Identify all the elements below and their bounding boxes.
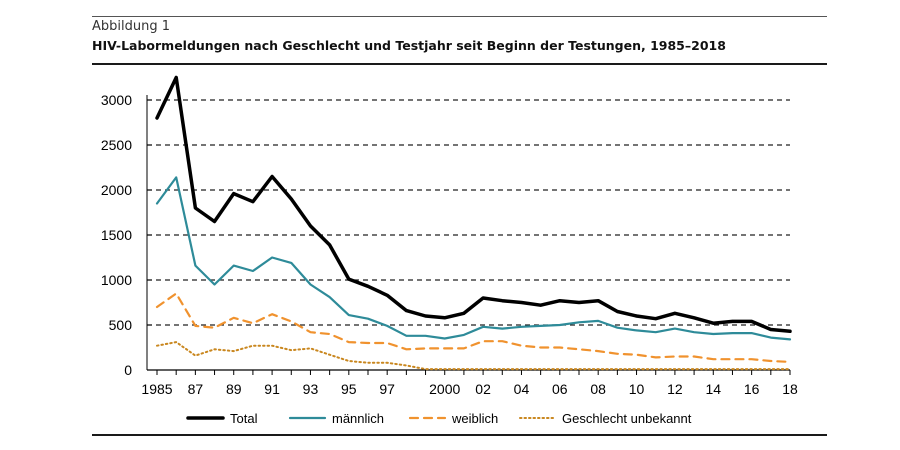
caption-top-rule [92, 16, 827, 17]
x-tick-label: 08 [590, 381, 606, 397]
x-tick-label: 87 [188, 381, 204, 397]
series-line-1 [155, 176, 792, 341]
x-tick-label: 02 [475, 381, 491, 397]
series-line-0 [155, 75, 792, 334]
y-tick-label: 2000 [101, 182, 132, 198]
y-tick-label: 2500 [101, 137, 132, 153]
y-tick-label: 0 [124, 362, 132, 378]
series-line-2 [155, 292, 792, 363]
x-tick-label: 18 [782, 381, 798, 397]
x-tick-label: 95 [341, 381, 357, 397]
y-tick-label: 500 [109, 317, 133, 333]
legend-label-0: Total [230, 411, 258, 426]
y-axis: 0 500 1000 1500 2000 2500 3000 [101, 92, 152, 378]
figure-label: Abbildung 1 [92, 19, 171, 34]
x-tick-label: 1985 [141, 381, 172, 397]
y-tick-label: 1500 [101, 227, 132, 243]
figure-bottom-rule [92, 434, 827, 436]
x-tick-label: 89 [226, 381, 242, 397]
legend-label-3: Geschlecht unbekannt [562, 411, 692, 426]
y-tick-label: 1000 [101, 272, 132, 288]
x-tick-label: 14 [705, 381, 721, 397]
gridlines [147, 99, 790, 326]
x-tick-label: 91 [264, 381, 280, 397]
legend-label-1: männlich [332, 411, 384, 426]
series-lines [155, 75, 792, 371]
x-axis: 1985 87 89 91 93 95 97 2000 02 04 06 08 10 12 14 16 18 [141, 369, 798, 397]
legend: Total männlich weiblich Geschlecht unbekann… [186, 411, 692, 426]
x-tick-label: 10 [629, 381, 645, 397]
x-tick-label: 06 [552, 381, 568, 397]
x-tick-label: 12 [667, 381, 683, 397]
x-tick-label: 04 [514, 381, 530, 397]
x-tick-label: 93 [303, 381, 319, 397]
x-tick-label: 97 [379, 381, 395, 397]
figure-title: HIV-Labormeldungen nach Geschlecht und T… [92, 38, 726, 53]
x-tick-label: 2000 [429, 381, 460, 397]
y-tick-label: 3000 [101, 92, 132, 108]
x-tick-label: 16 [744, 381, 760, 397]
legend-label-2: weiblich [451, 411, 498, 426]
caption-bottom-rule [92, 63, 827, 65]
series-line-3 [156, 341, 791, 371]
